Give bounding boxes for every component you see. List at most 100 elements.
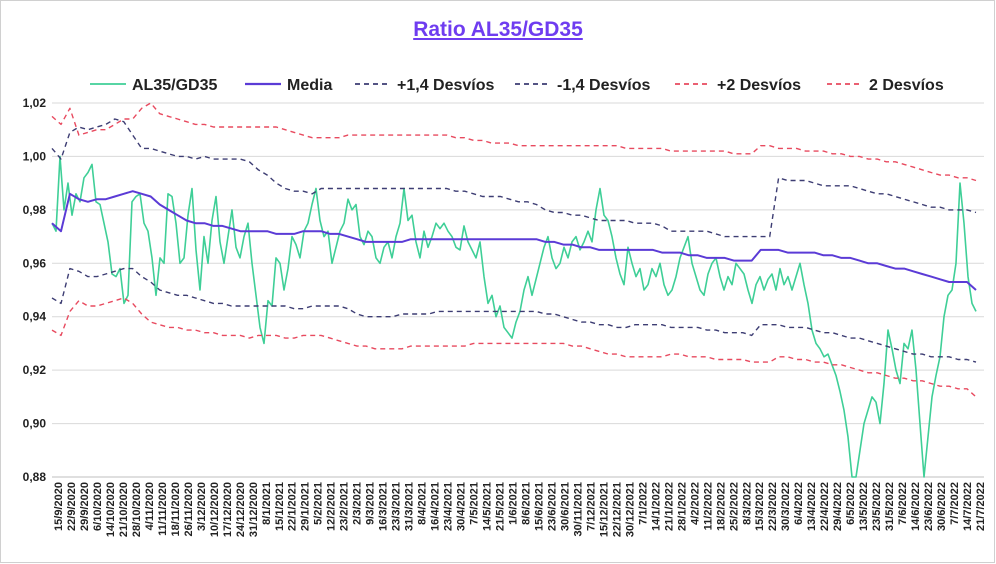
y-tick-label: 0,94 <box>23 310 47 324</box>
series-lines <box>51 102 977 478</box>
x-tick-label: 7/12/2021 <box>585 482 597 531</box>
x-tick-label: 18/11/2020 <box>170 482 182 536</box>
y-tick-label: 0,88 <box>23 470 47 484</box>
x-tick-label: 29/9/2020 <box>79 482 91 531</box>
x-tick-label: 31/5/2022 <box>884 482 896 531</box>
x-tick-label: 23/5/2022 <box>871 482 883 531</box>
x-tick-label: 15/1/2021 <box>274 482 286 531</box>
series-line-5 <box>51 297 977 398</box>
y-tick-label: 0,90 <box>23 417 47 431</box>
x-tick-label: 6/5/2022 <box>845 482 857 525</box>
legend-label: +1,4 Desvíos <box>397 77 495 94</box>
x-tick-label: 31/3/2021 <box>404 482 416 531</box>
y-tick-label: 1,02 <box>23 96 47 110</box>
x-tick-label: 7/6/2022 <box>897 482 909 525</box>
series-line-3 <box>51 267 977 363</box>
x-tick-label: 29/1/2021 <box>300 482 312 531</box>
x-tick-label: 8/4/2021 <box>417 482 429 525</box>
x-tick-label: 16/3/2021 <box>378 482 390 531</box>
x-tick-label: 23/4/2021 <box>443 482 455 531</box>
x-tick-label: 8/1/2021 <box>261 482 273 525</box>
x-tick-label: 21/1/2022 <box>663 482 675 531</box>
x-tick-label: 6/4/2022 <box>793 482 805 525</box>
x-tick-label: 7/1/2022 <box>637 482 649 525</box>
x-tick-label: 9/3/2021 <box>365 482 377 525</box>
series-line-4 <box>51 102 977 182</box>
y-tick-label: 1,00 <box>23 149 47 163</box>
x-tick-label: 29/4/2022 <box>832 482 844 531</box>
y-tick-label: 0,98 <box>23 203 47 217</box>
x-tick-label: 25/2/2022 <box>728 482 740 531</box>
x-tick-label: 22/9/2020 <box>66 482 78 531</box>
x-tick-label: 22/4/2022 <box>819 482 831 531</box>
x-tick-label: 8/3/2022 <box>741 482 753 525</box>
x-tick-label: 23/2/2021 <box>339 482 351 531</box>
x-tick-label: 15/6/2021 <box>533 482 545 531</box>
x-tick-label: 7/5/2021 <box>469 482 481 525</box>
x-tick-label: 17/12/2020 <box>222 482 234 537</box>
x-tick-label: 3/12/2020 <box>196 482 208 531</box>
x-tick-label: 23/3/2021 <box>391 482 403 531</box>
x-tick-label: 11/11/2020 <box>157 482 169 536</box>
x-tick-label: 14/6/2022 <box>910 482 922 531</box>
x-tick-label: 28/10/2020 <box>131 482 143 537</box>
x-tick-label: 14/5/2021 <box>482 482 494 531</box>
x-tick-label: 24/12/2020 <box>235 482 247 537</box>
x-tick-label: 30/4/2021 <box>456 482 468 531</box>
y-axis: 0,88 0,90 0,92 0,94 0,96 0,98 1,00 1,02 <box>23 96 47 484</box>
y-tick-label: 0,96 <box>23 256 47 270</box>
x-tick-label: 13/4/2022 <box>806 482 818 531</box>
x-tick-label: 10/12/2020 <box>209 482 221 537</box>
x-tick-label: 22/3/2022 <box>767 482 779 531</box>
x-tick-label: 22/1/2021 <box>287 482 299 531</box>
x-tick-label: 15/9/2020 <box>53 482 65 531</box>
x-tick-label: 14/1/2022 <box>650 482 662 531</box>
chart-title: Ratio AL35/GD35 <box>413 18 583 41</box>
x-tick-label: 15/12/2021 <box>598 482 610 537</box>
x-tick-label: 21/7/2022 <box>975 482 987 531</box>
legend-label: AL35/GD35 <box>132 77 217 94</box>
x-tick-label: 28/1/2022 <box>676 482 688 531</box>
legend-label: +2 Desvíos <box>717 77 801 94</box>
series-line-0 <box>51 155 977 478</box>
x-tick-label: 5/2/2021 <box>313 482 325 525</box>
x-tick-label: 8/6/2021 <box>520 482 532 525</box>
x-tick-label: 26/11/2020 <box>183 482 195 536</box>
grid-lines <box>52 102 984 478</box>
legend-label: 2 Desvíos <box>869 77 944 94</box>
y-tick-label: 0,92 <box>23 363 47 377</box>
x-tick-label: 23/6/2022 <box>923 482 935 531</box>
x-tick-label: 30/12/2021 <box>624 482 636 537</box>
x-tick-label: 13/5/2022 <box>858 482 870 531</box>
x-tick-label: 15/3/2022 <box>754 482 766 531</box>
series-line-1 <box>51 190 977 291</box>
x-tick-label: 1/6/2021 <box>508 482 520 525</box>
x-axis: 15/9/2020 22/9/2020 29/9/2020 6/10/2020 14/1… <box>52 476 987 537</box>
x-tick-label: 11/2/2022 <box>702 482 714 530</box>
x-tick-label: 14/7/2022 <box>962 482 974 531</box>
x-tick-label: 12/2/2021 <box>326 482 338 531</box>
legend-label: Media <box>287 77 332 94</box>
x-tick-label: 4/11/2020 <box>144 482 156 530</box>
x-tick-label: 7/7/2022 <box>949 482 961 525</box>
x-tick-label: 30/3/2022 <box>780 482 792 531</box>
x-tick-label: 6/10/2020 <box>92 482 104 531</box>
legend: AL35/GD35 Media +1,4 Desvíos -1,4 Desvíos +2… <box>90 77 944 94</box>
series-line-2 <box>51 118 977 238</box>
x-tick-label: 30/11/2021 <box>572 482 584 536</box>
x-tick-label: 22/12/2021 <box>611 482 623 537</box>
x-tick-label: 4/2/2022 <box>689 482 701 525</box>
x-tick-label: 31/12/2020 <box>248 482 260 537</box>
legend-label: -1,4 Desvíos <box>557 77 650 94</box>
x-tick-label: 21/10/2020 <box>118 482 130 537</box>
x-tick-label: 21/5/2021 <box>495 482 507 531</box>
x-tick-label: 18/2/2022 <box>715 482 727 531</box>
x-tick-label: 2/3/2021 <box>352 482 364 525</box>
x-tick-label: 23/6/2021 <box>546 482 558 531</box>
x-tick-label: 30/6/2022 <box>936 482 948 531</box>
x-tick-label: 16/4/2021 <box>430 482 442 531</box>
x-tick-label: 30/6/2021 <box>559 482 571 531</box>
x-tick-label: 14/10/2020 <box>105 482 117 537</box>
